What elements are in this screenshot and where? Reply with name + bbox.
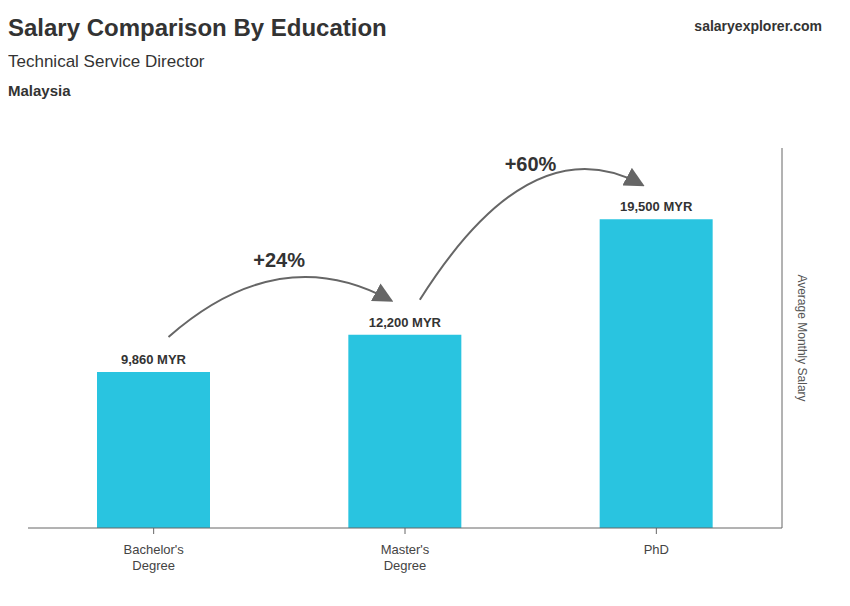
svg-text:+60%: +60% xyxy=(505,153,557,175)
svg-text:19,500 MYR: 19,500 MYR xyxy=(620,199,693,214)
html-text:salaryexplorer.com: salaryexplorer.com xyxy=(694,18,822,34)
html-text:Salary Comparison By Education: Salary Comparison By Education xyxy=(8,14,387,41)
svg-text:Average Monthly Salary: Average Monthly Salary xyxy=(795,274,809,401)
svg-text:PhD: PhD xyxy=(644,542,669,557)
svg-text:Bachelor'sDegree: Bachelor'sDegree xyxy=(124,542,185,573)
svg-text:+24%: +24% xyxy=(253,249,305,271)
svg-text:12,200 MYR: 12,200 MYR xyxy=(369,315,442,330)
svg-text:9,860 MYR: 9,860 MYR xyxy=(121,352,187,367)
html-text:Technical Service Director: Technical Service Director xyxy=(8,52,205,71)
svg-text:Master'sDegree: Master'sDegree xyxy=(381,542,430,573)
html-text:Malaysia: Malaysia xyxy=(8,82,71,99)
